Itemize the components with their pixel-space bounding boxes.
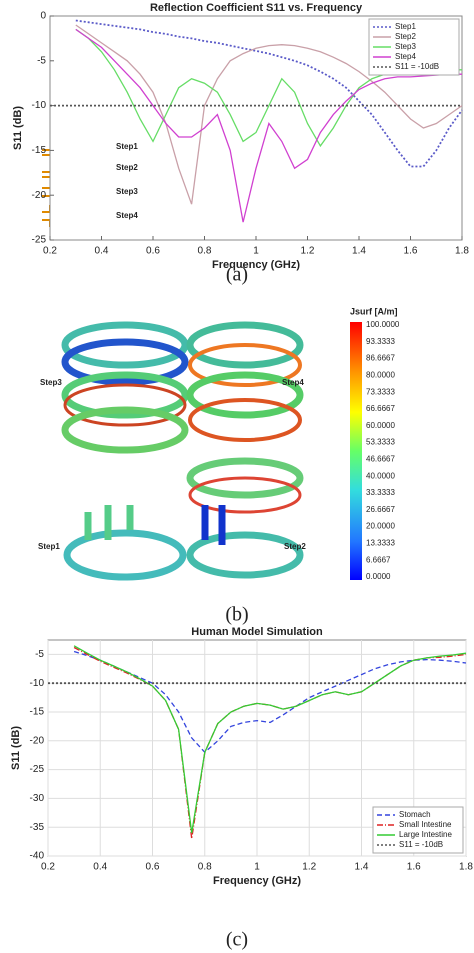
y-tick-label: -20: [32, 190, 47, 201]
x-tick-label: 1.6: [407, 862, 421, 873]
x-tick-label: 0.4: [95, 246, 109, 257]
legend-label: Step1: [395, 22, 416, 31]
inset-label: Step3: [116, 187, 138, 196]
x-tick-label: 1.4: [352, 246, 366, 257]
colorbar-tick-label: 0.0000: [366, 572, 391, 581]
x-tick-label: 0.6: [146, 246, 160, 257]
inset-label: Step1: [116, 142, 138, 151]
step-label: Step3: [40, 378, 62, 387]
y-tick-label: -35: [30, 822, 45, 833]
y-axis-label: S11 (dB): [12, 106, 24, 150]
chart-title: Human Model Simulation: [191, 626, 323, 638]
legend-label: S11 = -10dB: [395, 62, 439, 71]
y-tick-label: -15: [30, 707, 45, 718]
legend-label: Step3: [395, 42, 416, 51]
y-tick-label: -10: [32, 100, 47, 111]
series-line: [75, 24, 463, 205]
x-tick-label: 1.2: [302, 862, 316, 873]
x-tick-label: 1: [254, 862, 260, 873]
series-line: [75, 28, 462, 223]
colorbar-tick-label: 93.3333: [366, 337, 395, 346]
y-tick-label: -25: [30, 764, 45, 775]
colorbar-tick-label: 80.0000: [366, 371, 395, 380]
series-line: [75, 19, 463, 168]
colorbar: [350, 322, 362, 580]
legend-label: Step4: [395, 52, 416, 61]
caption: (b): [225, 604, 248, 626]
colorbar-title: Jsurf [A/m]: [350, 306, 398, 316]
legend-label: Stomach: [399, 810, 431, 819]
colorbar-tick-label: 20.0000: [366, 522, 395, 531]
x-axis-label: Frequency (GHz): [213, 875, 301, 887]
y-tick-label: -30: [30, 793, 45, 804]
colorbar-tick-label: 6.6667: [366, 555, 391, 564]
colorbar-tick-label: 100.0000: [366, 320, 400, 329]
chart-title: Reflection Coefficient S11 vs. Frequency: [150, 2, 363, 14]
colorbar-tick-label: 46.6667: [366, 455, 395, 464]
y-tick-label: 0: [40, 11, 46, 22]
legend-label: Step2: [395, 32, 416, 41]
colorbar-tick-label: 66.6667: [366, 404, 395, 413]
colorbar-tick-label: 13.3333: [366, 539, 395, 548]
colorbar-tick-label: 26.6667: [366, 505, 395, 514]
x-tick-label: 1.6: [404, 246, 418, 257]
step-label: Step2: [284, 542, 306, 551]
legend-label: Large Intestine: [399, 830, 452, 839]
colorbar-tick-label: 33.3333: [366, 488, 395, 497]
series-line: [73, 650, 467, 754]
x-tick-label: 1.8: [455, 246, 469, 257]
x-tick-label: 1: [253, 246, 259, 257]
y-axis-label: S11 (dB): [10, 726, 22, 770]
caption: (c): [226, 929, 248, 951]
caption: (a): [226, 264, 248, 286]
x-tick-label: 0.2: [41, 862, 55, 873]
x-tick-label: 0.2: [43, 246, 57, 257]
colorbar-tick-label: 60.0000: [366, 421, 395, 430]
y-tick-label: -25: [32, 235, 47, 246]
step-label: Step1: [38, 542, 60, 551]
colorbar-tick-label: 40.0000: [366, 471, 395, 480]
x-tick-label: 1.4: [355, 862, 369, 873]
inset-label: Step2: [116, 163, 138, 172]
series-line: [73, 645, 467, 834]
current-rings: [61, 321, 304, 581]
colorbar-tick-label: 86.6667: [366, 354, 395, 363]
x-tick-label: 0.6: [146, 862, 160, 873]
y-tick-label: -5: [37, 55, 46, 66]
colorbar-tick-label: 73.3333: [366, 387, 395, 396]
step-label: Step4: [282, 378, 304, 387]
y-tick-label: -5: [35, 649, 44, 660]
y-tick-label: -40: [30, 851, 45, 862]
x-tick-label: 1.8: [459, 862, 473, 873]
x-axis-label: Frequency (GHz): [212, 259, 300, 271]
y-tick-label: -10: [30, 678, 45, 689]
x-tick-label: 1.2: [301, 246, 315, 257]
x-tick-label: 0.8: [198, 246, 212, 257]
colorbar-tick-label: 53.3333: [366, 438, 395, 447]
x-tick-label: 0.8: [198, 862, 212, 873]
y-tick-label: -20: [30, 735, 45, 746]
y-tick-label: -15: [32, 145, 47, 156]
inset-label: Step4: [116, 211, 138, 220]
legend-label: S11 = -10dB: [399, 840, 443, 849]
x-tick-label: 0.4: [93, 862, 107, 873]
legend-label: Small Intestine: [399, 820, 452, 829]
